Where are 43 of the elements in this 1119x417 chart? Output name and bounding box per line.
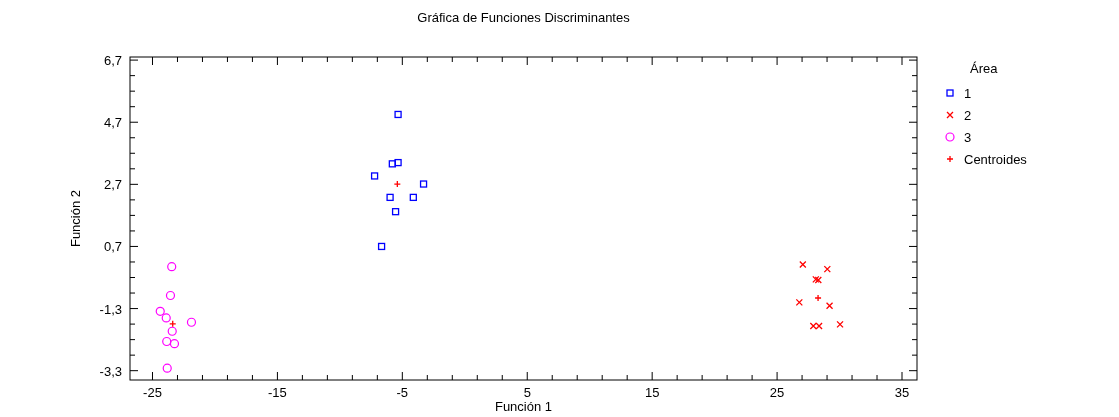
point [377, 242, 386, 251]
y-tick-label: 4,7 [103, 115, 122, 131]
point [799, 260, 807, 269]
point [167, 262, 177, 272]
point [391, 208, 400, 216]
legend-label: 2 [964, 108, 972, 123]
x-tick-label: 25 [769, 385, 785, 400]
point [836, 320, 844, 329]
y-axis-title: Función 2 [68, 189, 83, 248]
x-tick-label: -25 [143, 385, 162, 400]
chart-title: Gráfica de Funciones Discriminantes [417, 10, 631, 25]
y-tick-label: -3,3 [99, 363, 122, 379]
legend-label: Centroides [964, 152, 1028, 167]
point [825, 302, 834, 310]
point [169, 339, 180, 349]
point [370, 172, 379, 180]
point [162, 363, 172, 373]
point [167, 326, 177, 336]
point [162, 336, 172, 347]
point [409, 193, 417, 202]
point [155, 306, 165, 316]
x-axis-title: Función 1 [494, 399, 553, 414]
point [419, 180, 428, 188]
x-tick-label: -5 [396, 385, 409, 400]
point [186, 317, 197, 327]
point [165, 290, 176, 301]
point [161, 313, 171, 323]
x-tick-label: 35 [894, 385, 910, 400]
y-tick-label: 6,7 [103, 53, 122, 69]
x-tick-label: 15 [644, 385, 660, 400]
legend-label: 3 [964, 130, 972, 145]
x-tick-label: 5 [523, 385, 531, 400]
y-tick-label: 0,7 [103, 239, 122, 255]
legend-title: Área [970, 61, 999, 76]
point [823, 265, 831, 273]
y-tick-label: 2,7 [103, 177, 122, 193]
point [386, 193, 394, 202]
point [388, 160, 396, 168]
x-tick-label: -15 [268, 385, 287, 400]
y-tick-label: -1,3 [99, 301, 122, 317]
point [394, 158, 402, 167]
legend-label: 1 [964, 86, 972, 101]
point [394, 110, 402, 119]
